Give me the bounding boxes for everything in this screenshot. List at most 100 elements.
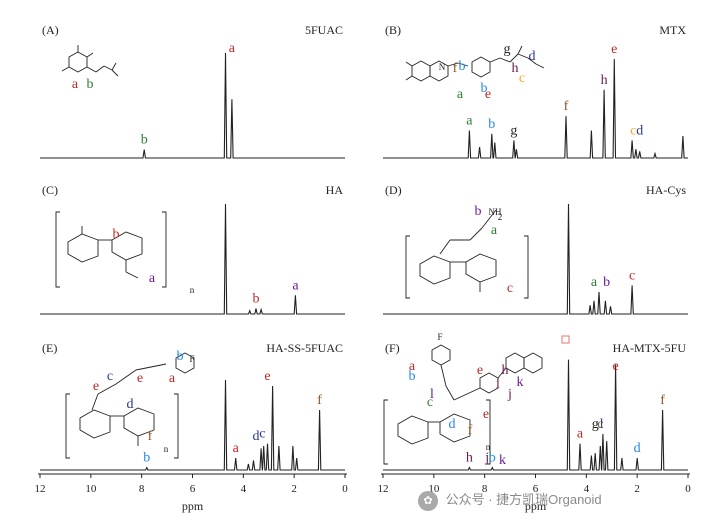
structure-ha-ss-5fuac xyxy=(65,352,195,459)
structure-5fuac xyxy=(61,45,119,77)
x-tick-label: 10 xyxy=(428,483,440,495)
spectrum-ha-mtx-5fu xyxy=(383,359,688,471)
x-tick-label: 4 xyxy=(241,483,247,495)
structure-label: e xyxy=(477,363,483,378)
structure-label: d xyxy=(449,417,456,432)
structure-label: c xyxy=(507,281,513,296)
peak-label-g: g xyxy=(592,417,599,432)
peak-label-k: k xyxy=(499,453,506,468)
structure-label: f xyxy=(453,61,458,76)
structure-ha-cys xyxy=(405,209,529,299)
structure-label: e xyxy=(485,87,491,102)
spectrum-mtx xyxy=(383,58,688,159)
panel-tag: (A) xyxy=(42,23,59,37)
spectrum-ha-cys xyxy=(383,203,688,315)
peak-label-c: c xyxy=(629,268,635,283)
compound-name: HA-SS-5FUAC xyxy=(266,341,343,355)
peak-label-e: e xyxy=(264,369,270,384)
structure-label: e xyxy=(483,407,489,422)
structure-label: F xyxy=(189,354,194,364)
compound-name: 5FUAC xyxy=(305,23,343,37)
wechat-icon: ✿ xyxy=(418,490,438,511)
peak-label-f: f xyxy=(660,393,665,408)
marker-icon xyxy=(561,335,570,344)
structure-label: d xyxy=(529,49,536,64)
structure-label: c xyxy=(107,369,113,384)
structure-label: n xyxy=(190,285,195,295)
peak-label-a: a xyxy=(466,114,473,129)
structure-label: a xyxy=(169,371,176,386)
structure-label: e xyxy=(93,379,99,394)
structure-label: d xyxy=(127,397,134,412)
peak-label-a: a xyxy=(577,427,584,442)
peak-label-c: c xyxy=(597,417,603,432)
structure-label: i xyxy=(496,377,500,392)
peak-label-a: a xyxy=(591,275,598,290)
peak-label-f: f xyxy=(564,99,569,114)
spectrum-ha xyxy=(40,203,345,315)
peak-label-e: e xyxy=(611,42,617,57)
peak-label-b: b xyxy=(253,292,260,307)
x-tick-label: 2 xyxy=(634,483,640,495)
compound-name: HA xyxy=(326,183,344,197)
peak-label-j: j xyxy=(484,451,489,466)
peak-label-g: g xyxy=(510,123,517,138)
peak-label-f: f xyxy=(317,393,322,408)
structure-label: c xyxy=(427,395,433,410)
structure-label: b xyxy=(87,77,94,92)
structure-label: b xyxy=(409,369,416,384)
structure-label: b xyxy=(459,59,466,74)
panel-tag: (D) xyxy=(385,183,402,197)
watermark: ✿ 公众号 · 捷方凯瑞Organoid xyxy=(418,489,708,515)
x-tick-label: 8 xyxy=(482,483,488,495)
peak-label-e: e xyxy=(612,359,618,374)
structure-label: n xyxy=(164,444,169,454)
peak-label-b: b xyxy=(141,133,148,148)
compound-name: MTX xyxy=(659,23,686,37)
panel-tag: (B) xyxy=(385,23,401,37)
x-tick-label: 8 xyxy=(139,483,145,495)
peak-label-h: h xyxy=(466,451,473,466)
structure-label: k xyxy=(517,375,524,390)
structure-label: NH xyxy=(489,207,502,217)
spectrum-ha-ss-5fuac xyxy=(40,379,345,471)
structure-label: a xyxy=(72,77,79,92)
x-tick-label: 6 xyxy=(190,483,196,495)
panel-tag: (E) xyxy=(42,341,57,355)
structure-label: h xyxy=(512,61,519,76)
structure-label: a xyxy=(457,87,464,102)
peak-label-b: b xyxy=(488,117,495,132)
panel-tag: (C) xyxy=(42,183,58,197)
x-tick-label: 0 xyxy=(342,483,348,495)
spectrum-5fuac xyxy=(40,52,345,159)
structure-label: 2 xyxy=(498,212,503,222)
structure-label: b xyxy=(481,81,488,96)
x-tick-label: 6 xyxy=(533,483,539,495)
peak-label-b: b xyxy=(143,451,150,466)
x-tick-label: 2 xyxy=(291,483,297,495)
compound-name: HA-MTX-5FU xyxy=(613,341,687,355)
x-axis-label: ppm xyxy=(182,499,204,513)
structure-label: f xyxy=(148,429,153,444)
x-axis-label: ppm xyxy=(525,499,547,513)
x-tick-label: 0 xyxy=(685,483,691,495)
peak-label-c: c xyxy=(630,123,636,138)
peak-label-a: a xyxy=(229,41,236,56)
structure-label: g xyxy=(504,42,511,57)
structure-ha xyxy=(55,211,167,288)
peak-label-d: d xyxy=(253,429,260,444)
peak-label-c: c xyxy=(259,427,265,442)
compound-name: HA-Cys xyxy=(646,183,686,197)
structure-label: a xyxy=(491,223,498,238)
x-tick-label: 4 xyxy=(584,483,590,495)
structure-label: n xyxy=(486,442,491,452)
structure-label: a xyxy=(149,271,156,286)
structure-label: F xyxy=(437,332,442,342)
structure-label: b xyxy=(113,227,120,242)
peak-label-d: d xyxy=(636,123,643,138)
panel-tag: (F) xyxy=(385,341,400,355)
x-tick-label: 12 xyxy=(378,483,389,495)
structure-label: j xyxy=(507,387,512,402)
structure-label: a xyxy=(409,359,416,374)
